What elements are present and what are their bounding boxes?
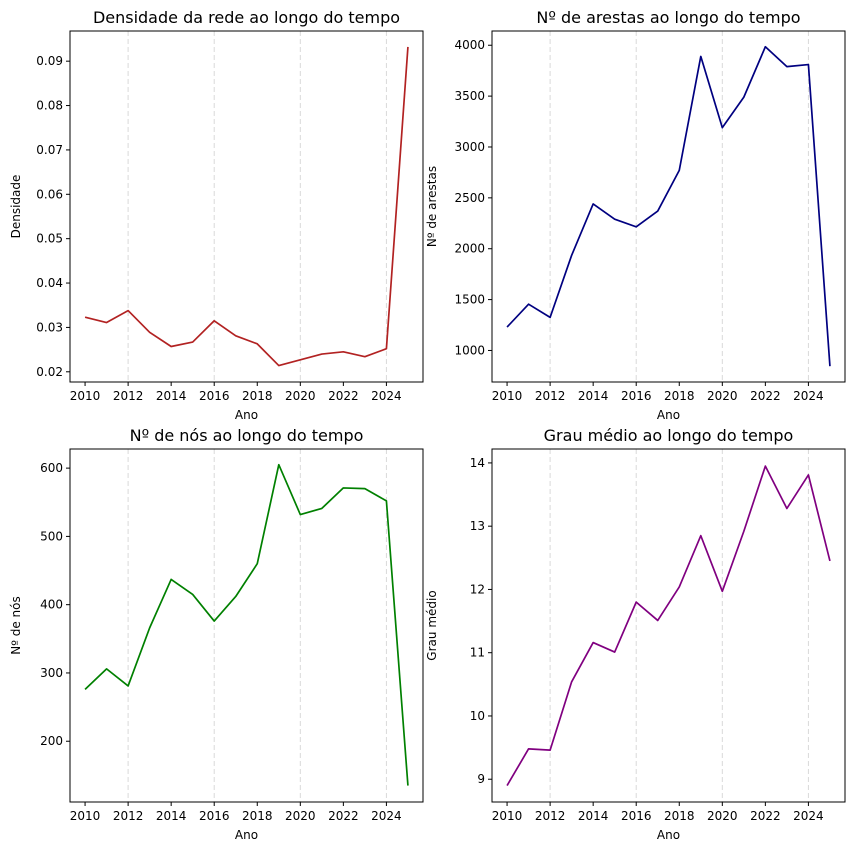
x-axis-label: Ano [235,408,258,422]
x-tick-label: 2022 [750,809,781,823]
y-tick-label: 0.07 [36,143,63,157]
y-tick-label: 3000 [454,140,485,154]
series-line [85,465,408,786]
x-tick-label: 2024 [793,389,824,403]
y-axis-label: Nº de nós [9,596,23,654]
x-tick-label: 2014 [156,389,187,403]
x-tick-label: 2010 [70,389,101,403]
x-tick-label: 2024 [793,809,824,823]
x-tick-label: 2012 [535,809,566,823]
x-tick-label: 2012 [113,809,144,823]
x-tick-label: 2010 [492,389,523,403]
series-line [85,47,408,366]
x-tick-label: 2014 [578,389,609,403]
x-tick-label: 2022 [328,389,359,403]
y-axis-label: Densidade [9,175,23,239]
y-tick-label: 4000 [454,38,485,52]
y-tick-label: 0.03 [36,320,63,334]
x-tick-label: 2018 [242,389,273,403]
y-tick-label: 200 [40,734,63,748]
x-axis-label: Ano [657,828,680,842]
x-tick-label: 2022 [328,809,359,823]
x-tick-label: 2016 [621,389,652,403]
chart-title: Nº de arestas ao longo do tempo [536,8,800,27]
x-tick-label: 2020 [285,389,316,403]
y-axis-label: Grau médio [425,590,439,660]
x-tick-label: 2018 [664,389,695,403]
chart-1: 2010 2012 2014 2016 2018 2020 2022 2024 0.02 0.03… [9,8,423,422]
plot-frame [70,449,423,802]
chart-title: Densidade da rede ao longo do tempo [93,8,400,27]
x-tick-label: 2022 [750,389,781,403]
x-tick-label: 2016 [199,809,230,823]
y-tick-label: 9 [477,772,485,786]
y-tick-label: 11 [470,646,485,660]
x-tick-label: 2018 [242,809,273,823]
x-tick-label: 2024 [371,809,402,823]
x-tick-label: 2014 [156,809,187,823]
plot-frame [70,31,423,382]
y-tick-label: 0.08 [36,99,63,113]
chart-title: Nº de nós ao longo do tempo [130,426,364,445]
y-tick-label: 12 [470,582,485,596]
chart-4: 2010 2012 2014 2016 2018 2020 2022 2024 9 10 11 12 1… [425,426,845,842]
x-tick-label: 2012 [535,389,566,403]
chart-2: 2010 2012 2014 2016 2018 2020 2022 2024 1000 1500… [425,8,845,422]
x-tick-label: 2018 [664,809,695,823]
y-tick-label: 0.04 [36,276,63,290]
y-tick-label: 13 [470,519,485,533]
x-tick-label: 2016 [199,389,230,403]
x-tick-label: 2014 [578,809,609,823]
y-tick-label: 14 [470,456,485,470]
chart-title: Grau médio ao longo do tempo [544,426,794,445]
y-tick-label: 2500 [454,191,485,205]
y-tick-label: 0.09 [36,54,63,68]
y-tick-label: 10 [470,709,485,723]
x-tick-label: 2010 [492,809,523,823]
x-axis-label: Ano [657,408,680,422]
x-tick-label: 2012 [113,389,144,403]
y-tick-label: 0.06 [36,187,63,201]
x-tick-label: 2010 [70,809,101,823]
series-line [507,466,830,785]
x-tick-label: 2020 [285,809,316,823]
y-tick-label: 0.02 [36,365,63,379]
y-tick-label: 500 [40,529,63,543]
y-tick-label: 600 [40,461,63,475]
y-tick-label: 300 [40,666,63,680]
y-tick-label: 400 [40,598,63,612]
x-tick-label: 2016 [621,809,652,823]
series-line [507,47,830,366]
x-tick-label: 2024 [371,389,402,403]
x-axis-label: Ano [235,828,258,842]
y-tick-label: 0.05 [36,232,63,246]
x-tick-label: 2020 [707,809,738,823]
chart-3: 2010 2012 2014 2016 2018 2020 2022 2024 200 300 40… [9,426,423,842]
y-tick-label: 1000 [454,343,485,357]
y-tick-label: 2000 [454,242,485,256]
y-tick-label: 3500 [454,89,485,103]
y-axis-label: Nº de arestas [425,166,439,247]
plot-frame [492,31,845,382]
x-tick-label: 2020 [707,389,738,403]
y-tick-label: 1500 [454,293,485,307]
